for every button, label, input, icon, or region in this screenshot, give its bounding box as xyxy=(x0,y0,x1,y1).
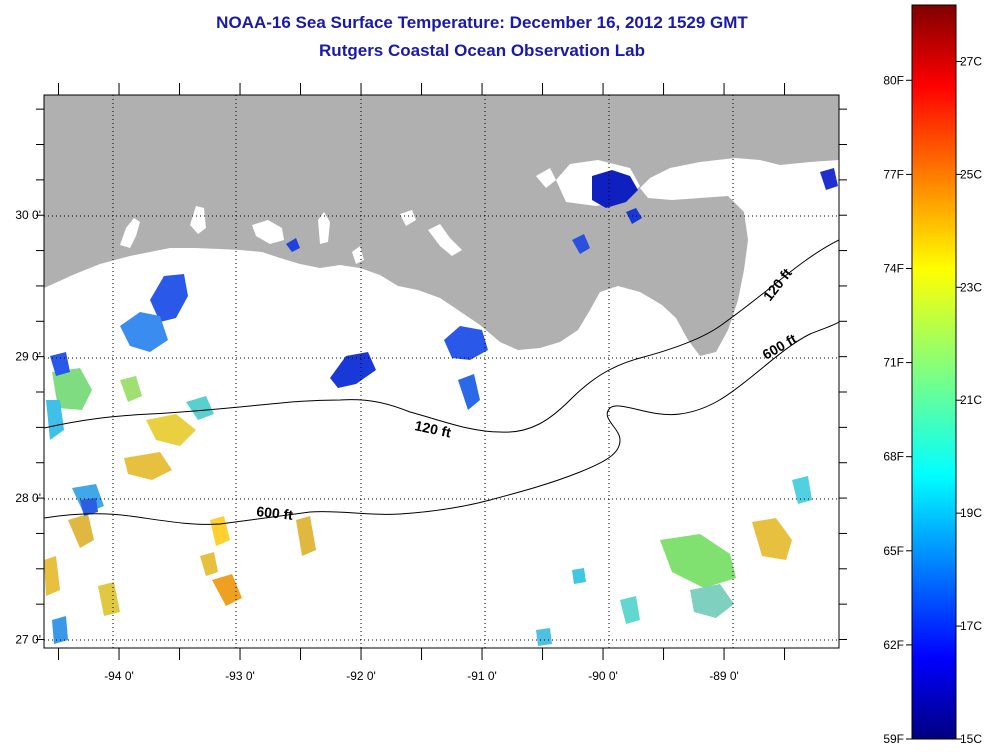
f-label: 62F xyxy=(883,638,904,652)
contour-label-120: 120 ft xyxy=(413,417,452,440)
c-label: 27C xyxy=(960,54,982,68)
contour-label-600: 600 ft xyxy=(256,503,294,523)
lat-label: 27 0' xyxy=(15,633,41,647)
axis-ticks xyxy=(36,83,847,660)
lat-label: 29 0' xyxy=(15,350,41,364)
map-frame xyxy=(43,94,840,649)
lake-sst-patches xyxy=(286,168,838,254)
lon-label: -94 0' xyxy=(104,669,134,683)
c-label: 17C xyxy=(960,619,982,633)
land-mass xyxy=(44,95,839,356)
lon-label: -91 0' xyxy=(467,669,497,683)
depth-contours xyxy=(44,239,839,525)
contour-120ft xyxy=(44,239,839,433)
longitude-labels: -94 0' -93 0' -92 0' -91 0' -90 0' -89 0' xyxy=(104,669,739,683)
f-label: 71F xyxy=(883,356,904,370)
map-subtitle: Rutgers Coastal Ocean Observation Lab xyxy=(319,41,645,60)
colorbar-ticks xyxy=(906,60,962,740)
c-label: 15C xyxy=(960,732,982,746)
lon-label: -93 0' xyxy=(225,669,255,683)
f-label: 65F xyxy=(883,544,904,558)
colorbar-celsius-labels: 27C 25C 23C 21C 19C 17C 15C xyxy=(960,54,982,746)
c-label: 19C xyxy=(960,506,982,520)
colorbar xyxy=(911,4,957,740)
contour-600ft xyxy=(44,321,839,525)
f-label: 59F xyxy=(883,732,904,746)
c-label: 23C xyxy=(960,280,982,294)
sst-data-patches xyxy=(44,274,812,646)
lon-label: -90 0' xyxy=(588,669,618,683)
f-label: 74F xyxy=(883,261,904,275)
f-label: 68F xyxy=(883,450,904,464)
c-label: 25C xyxy=(960,167,982,181)
f-label: 80F xyxy=(883,73,904,87)
lon-label: -89 0' xyxy=(709,669,739,683)
c-label: 21C xyxy=(960,393,982,407)
lat-label: 30 0' xyxy=(15,208,41,222)
f-label: 77F xyxy=(883,167,904,181)
colorbar-fahrenheit-labels: 80F 77F 74F 71F 68F 65F 62F 59F xyxy=(883,73,904,746)
lon-label: -92 0' xyxy=(346,669,376,683)
lat-label: 28 0' xyxy=(15,491,41,505)
graticule xyxy=(44,95,839,648)
latitude-labels: 30 0' 29 0' 28 0' 27 0' xyxy=(15,208,41,646)
map-title: NOAA-16 Sea Surface Temperature: Decembe… xyxy=(216,13,748,32)
